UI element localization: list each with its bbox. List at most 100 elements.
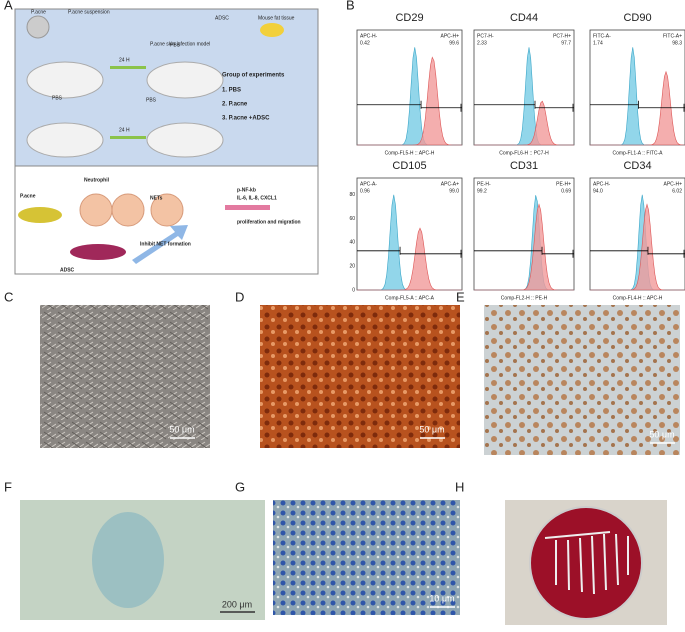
schematic-text: IL-6, IL-8, CXCL1: [237, 195, 277, 201]
gate-percent: 1.74: [593, 40, 603, 46]
gate-percent: 0.42: [360, 40, 370, 46]
gate-percent: 99.6: [449, 40, 459, 46]
panel-label: H: [455, 479, 464, 494]
gate-lines: [590, 100, 685, 112]
gate-percent: 6.02: [672, 188, 682, 194]
plot-frame: [356, 177, 463, 291]
y-tick-label: 20: [349, 264, 355, 270]
schematic-text: P.acne skin infection model: [150, 41, 210, 47]
micrograph-g: [273, 500, 460, 615]
arrow: [110, 66, 146, 69]
gate-percent: 0.69: [561, 188, 571, 194]
gate-percent: 98.3: [672, 40, 682, 46]
marker-title: CD31: [510, 160, 538, 172]
gate-name: APC-A+: [441, 181, 459, 187]
scale-bar-label: 50 μm: [169, 424, 194, 434]
arrow: [110, 136, 146, 139]
plot-frame: [473, 177, 575, 291]
gate-lines: [357, 246, 462, 258]
panel-label: D: [235, 289, 244, 304]
schematic-text: NETs: [150, 195, 163, 201]
schematic-text: P.acne suspension: [68, 9, 110, 15]
schematic-text: proliferation and migration: [237, 219, 301, 225]
scale-bar-label: 10 μm: [429, 593, 454, 603]
gate-percent: 99.2: [477, 188, 487, 194]
gate-name: FITC-A-: [593, 33, 611, 39]
inhibit-arrow: [132, 225, 188, 264]
scale-lines: [170, 437, 675, 613]
gate-percent: 94.0: [593, 188, 603, 194]
micrograph-c: [40, 305, 210, 448]
pellet: [92, 512, 164, 608]
schematic-text: 24 H: [119, 127, 130, 133]
panel-label: G: [235, 479, 245, 494]
schematic-text: PBS: [170, 42, 181, 48]
histogram-positive: [357, 227, 462, 291]
schematic-text: P.acne: [31, 9, 46, 15]
schematic-text: P.acne: [20, 193, 36, 199]
schematic-text: Neutrophil: [84, 177, 110, 183]
panel-label: E: [456, 289, 465, 304]
marker-title: CD44: [510, 12, 538, 24]
marker-title: CD105: [392, 160, 426, 172]
panel-label: A: [4, 0, 13, 12]
histogram-positive: [474, 203, 574, 291]
schematic-text: ADSC: [215, 15, 229, 21]
marker-title: CD29: [395, 12, 423, 24]
gate-percent: 2.33: [477, 40, 487, 46]
marker-title: CD90: [623, 12, 651, 24]
schematic-text: p-NF-kb: [237, 187, 256, 193]
gate-lines: [474, 246, 574, 258]
blood-agar: [529, 506, 643, 620]
gate-name: APC-H-: [593, 181, 611, 187]
axis-label: Comp-FL1-A :: FITC-A: [612, 150, 663, 156]
gate-percent: 99.0: [449, 188, 459, 194]
gate-name: APC-H+: [664, 181, 683, 187]
scale-bar-label: 50 μm: [649, 429, 674, 439]
y-tick-label: 40: [349, 240, 355, 246]
schematic-text: ADSC: [60, 267, 75, 273]
fat-tissue: [260, 23, 284, 37]
axis-label: Comp-FL6-H :: PC7-H: [499, 150, 549, 156]
gate-name: FITC-A+: [663, 33, 682, 39]
panel-label: B: [346, 0, 355, 12]
group-item: 3. P.acne +ADSC: [222, 116, 270, 122]
cells: [225, 205, 270, 210]
schematic-text: 24 H: [119, 57, 130, 63]
panel-label: C: [4, 289, 13, 304]
axis-label: Comp-FL5-H :: APC-H: [385, 150, 435, 156]
gate-name: APC-H+: [441, 33, 460, 39]
axis-label: Comp-FL2-H :: PE-H: [501, 295, 548, 301]
schematic-text: PBS: [52, 95, 63, 101]
gate-name: PE-H-: [477, 181, 491, 187]
axis-label: Comp-FL4-H :: APC-H: [613, 295, 663, 301]
y-tick-label: 60: [349, 216, 355, 222]
gate-name: PC7-H-: [477, 33, 494, 39]
micrograph-e: [484, 305, 680, 455]
y-tick-label: 0: [352, 287, 355, 293]
mice: [26, 61, 224, 158]
scale-bar-label: 200 μm: [222, 599, 252, 609]
histogram-positive: [590, 203, 685, 291]
micrograph-d: [260, 305, 460, 448]
gate-name: PC7-H+: [553, 33, 571, 39]
bacteria: [18, 207, 62, 223]
schematic-text: PBS: [146, 97, 157, 103]
adsc-cells: [70, 244, 126, 260]
gate-name: APC-H-: [360, 33, 378, 39]
gate-lines: [474, 100, 574, 112]
schematic-text: Inhibit NET formation: [140, 241, 191, 247]
axis-label: Comp-FL5-A :: APC-A: [385, 295, 435, 301]
gate-percent: 97.7: [561, 40, 571, 46]
group-item: 1. PBS: [222, 88, 241, 94]
histogram-positive: [357, 56, 462, 146]
group-item: 2. P.acne: [222, 102, 248, 108]
gate-lines: [357, 100, 462, 112]
gate-lines: [590, 246, 685, 258]
colony-streaks: [544, 531, 629, 595]
y-tick-label: 80: [349, 192, 355, 198]
histogram-positive: [589, 70, 685, 146]
neutrophils: [79, 193, 184, 227]
marker-title: CD34: [623, 160, 651, 172]
